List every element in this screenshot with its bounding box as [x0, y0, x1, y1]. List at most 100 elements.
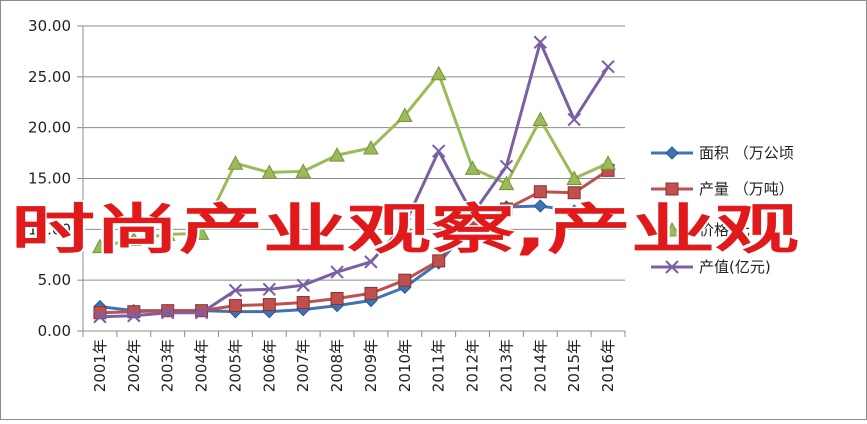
marker-stroke	[533, 35, 548, 49]
marker-stroke	[601, 59, 615, 74]
data-point	[228, 283, 243, 298]
y-tick-label: 20.00	[28, 119, 71, 137]
series-line	[99, 169, 609, 315]
x-tick-label: 2001年	[91, 339, 109, 392]
x-tick-label: 2006年	[260, 339, 278, 392]
marker-stroke	[127, 309, 141, 323]
y-tick-label: 25.00	[28, 68, 71, 86]
data-point	[227, 155, 244, 170]
data-point	[330, 265, 344, 279]
marker-stroke	[262, 282, 277, 297]
data-point	[127, 309, 141, 323]
data-point	[330, 291, 344, 305]
legend-label: 产值(亿元)	[699, 258, 771, 276]
x-tick-label: 2014年	[531, 339, 549, 392]
overlay-watermark-text: 时尚产业观察,产业观	[11, 198, 799, 261]
data-point	[262, 282, 277, 297]
x-tick-label: 2016年	[599, 339, 617, 392]
data-point	[464, 160, 481, 175]
data-point	[295, 163, 312, 178]
data-point	[432, 254, 446, 268]
data-point	[161, 304, 175, 318]
data-point	[431, 144, 446, 158]
x-tick-label: 2005年	[226, 339, 244, 392]
series-3	[93, 35, 615, 324]
marker-stroke	[465, 207, 480, 221]
data-point	[396, 107, 413, 122]
x-tick-label: 2012年	[464, 339, 482, 392]
y-axis-tick-labels: 0.00 5.00 10.00 15.00 20.00 25.00 30.00	[28, 17, 71, 340]
legend-item: 产值(亿元)	[651, 258, 771, 276]
marker-stroke	[364, 255, 378, 269]
data-point	[398, 217, 412, 231]
x-tick-label: 2004年	[193, 339, 211, 392]
x-axis-tick-labels: 2001年 2002年 2003年 2004年 2005年 2006年 2007年 2008年…	[91, 339, 617, 392]
y-tick-label: 30.00	[28, 17, 71, 35]
data-point	[499, 202, 513, 216]
x-tick-label: 2010年	[396, 339, 414, 392]
data-point	[364, 255, 378, 269]
data-point	[160, 305, 175, 320]
legend-label: 面积 （万公顷	[699, 144, 794, 162]
chart-grid	[83, 25, 625, 281]
x-tick-label: 2011年	[430, 339, 448, 392]
marker-stroke	[160, 305, 175, 320]
legend-swatch-marker	[664, 221, 680, 237]
data-point	[193, 225, 210, 240]
data-point	[92, 238, 108, 254]
data-point	[363, 139, 379, 155]
x-tick-label: 2007年	[294, 339, 312, 392]
data-point	[567, 112, 581, 127]
x-tick-label: 2003年	[159, 339, 177, 392]
y-tick-label: 15.00	[28, 170, 71, 188]
y-tick-label: 0.00	[38, 322, 71, 340]
marker-stroke	[296, 278, 310, 292]
data-point	[566, 170, 583, 185]
data-point	[533, 35, 548, 49]
data-point	[498, 175, 515, 191]
data-point	[296, 296, 310, 310]
data-point	[533, 199, 548, 213]
data-point	[261, 164, 278, 179]
data-point	[567, 204, 581, 218]
x-tick-label: 2015年	[565, 339, 583, 392]
data-point	[533, 185, 547, 199]
series-line	[99, 40, 610, 319]
x-tick-label: 2002年	[125, 339, 143, 392]
chart-axes	[77, 25, 626, 337]
data-point	[159, 226, 176, 241]
x-tick-label: 2009年	[362, 339, 380, 392]
data-point	[228, 299, 242, 313]
marker-stroke	[330, 265, 344, 279]
data-point	[329, 147, 345, 162]
legend-swatch-marker	[665, 182, 679, 196]
x-tick-label: 2013年	[497, 339, 515, 392]
legend-swatch-marker	[665, 146, 679, 160]
marker-stroke	[228, 283, 243, 298]
legend-item: 面积 （万公顷	[651, 144, 794, 162]
marker-stroke	[431, 144, 446, 158]
data-point	[125, 231, 142, 246]
data-point	[600, 155, 616, 170]
legend-item: 产量 （万吨）	[651, 180, 794, 198]
data-point	[465, 207, 480, 221]
data-point	[364, 286, 378, 300]
data-point	[430, 65, 447, 81]
data-point	[567, 186, 581, 200]
marker-stroke	[499, 159, 514, 174]
x-tick-label: 2008年	[328, 339, 346, 392]
series-1	[93, 163, 615, 320]
series-line	[99, 72, 609, 249]
legend-swatch-marker	[665, 260, 679, 274]
data-point	[601, 206, 615, 220]
data-point	[93, 310, 107, 324]
marker-stroke	[665, 260, 679, 274]
data-point	[194, 305, 209, 320]
marker-stroke	[194, 305, 209, 320]
y-tick-label: 10.00	[28, 220, 71, 238]
data-point	[532, 111, 549, 127]
data-point	[499, 159, 514, 174]
